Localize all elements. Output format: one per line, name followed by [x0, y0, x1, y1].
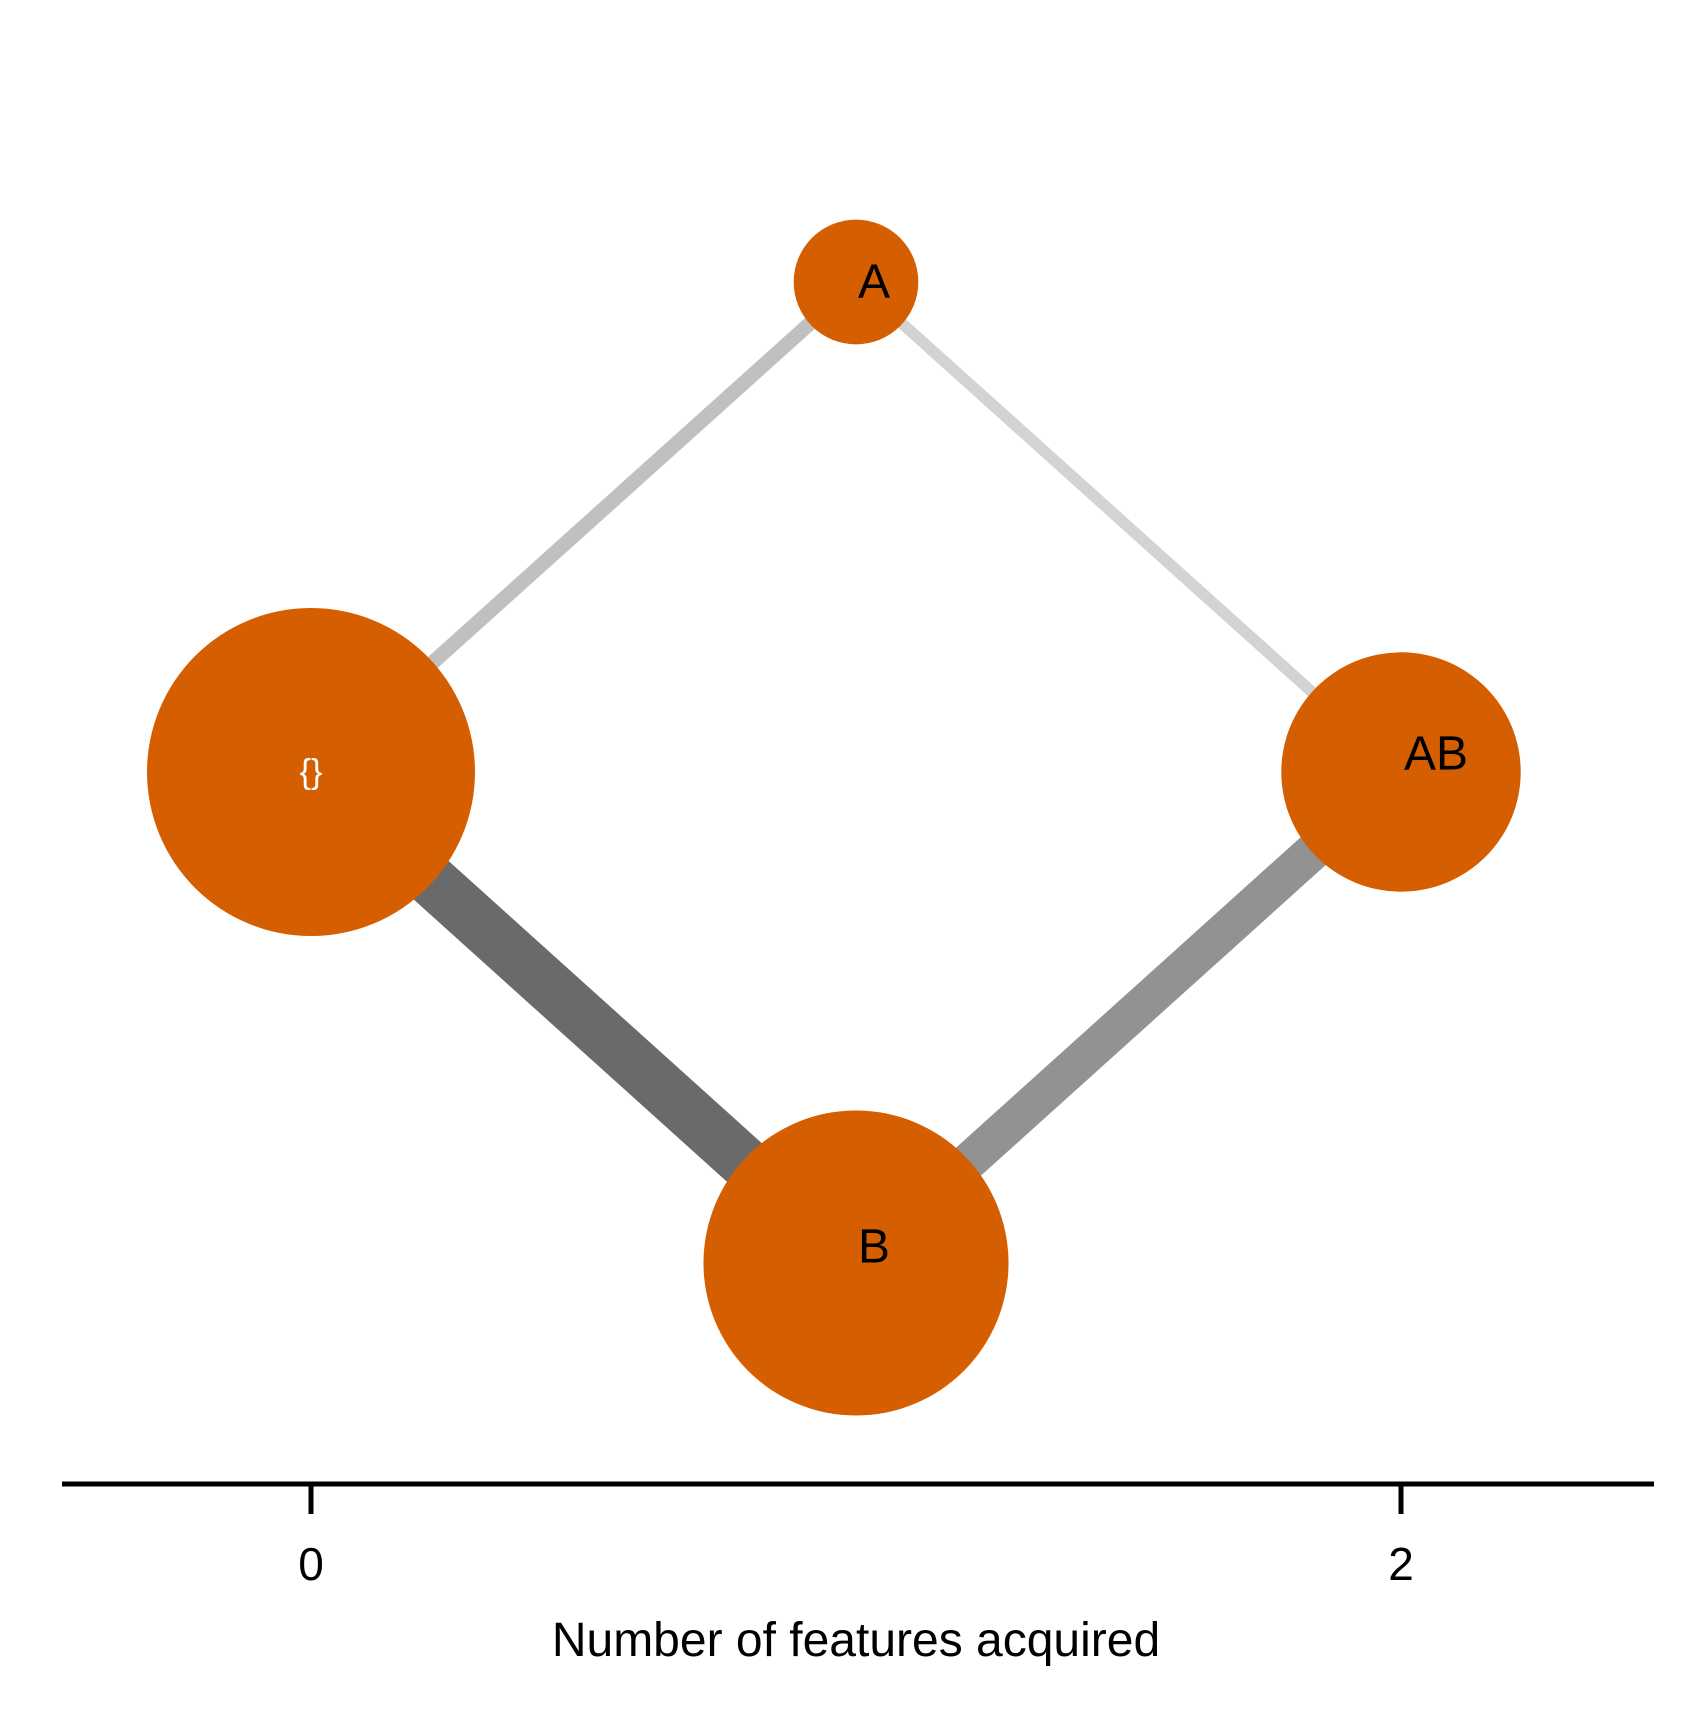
node-label-A: A: [858, 256, 890, 309]
node-circle-AB: [1281, 652, 1521, 892]
node-circle-empty: [147, 608, 475, 936]
node-empty: {}: [147, 608, 475, 936]
node-circle-B: [703, 1110, 1009, 1416]
node-A: A: [793, 219, 919, 345]
node-B: B: [703, 1110, 1009, 1416]
x-tick-label-0: 0: [298, 1538, 324, 1590]
node-AB: AB: [1281, 652, 1521, 892]
x-tick-label-2: 2: [1388, 1538, 1414, 1590]
node-circle-A: [793, 219, 919, 345]
node-label-B: B: [858, 1221, 890, 1274]
node-label-AB: AB: [1404, 728, 1468, 781]
node-label-empty: {}: [300, 753, 323, 791]
edge-A-AB: [852, 277, 1405, 777]
x-axis-title: Number of features acquired: [552, 1614, 1160, 1667]
